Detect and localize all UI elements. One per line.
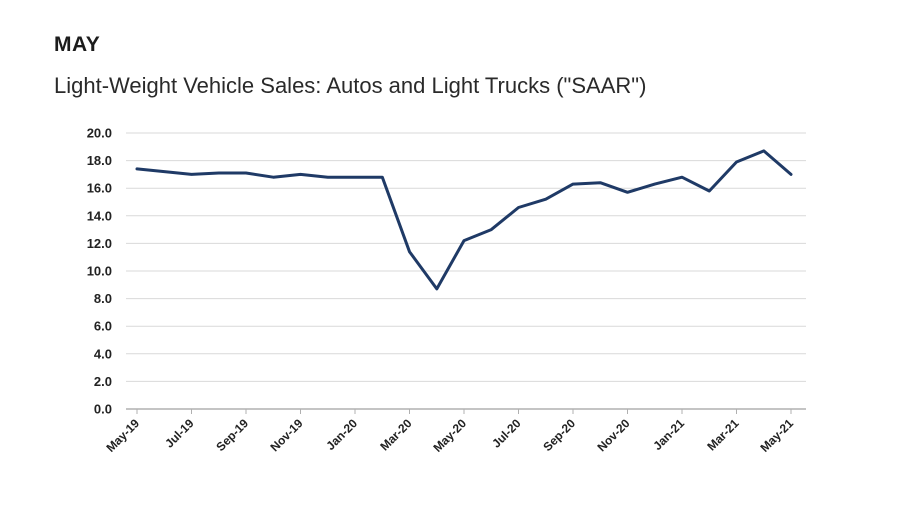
x-tick-label: May-19 (103, 416, 142, 455)
y-tick-label: 8.0 (94, 291, 112, 306)
gridlines (126, 132, 806, 382)
x-tick-label: May-21 (757, 416, 796, 455)
y-tick-label: 20.0 (87, 126, 112, 141)
x-tick-label: Jul-20 (489, 416, 524, 451)
y-tick-label: 2.0 (94, 374, 112, 389)
y-tick-label: 4.0 (94, 346, 112, 361)
x-tick-label: Sep-20 (540, 416, 578, 454)
chart-title: Light-Weight Vehicle Sales: Autos and Li… (54, 73, 647, 98)
y-tick-label: 16.0 (87, 181, 112, 196)
x-tick-label: Nov-20 (594, 416, 632, 454)
x-tick-label: May-20 (430, 416, 469, 455)
series-line (135, 149, 793, 291)
x-axis-ticks: May-19 Jul-19 Sep-19 Nov-19 Jan-20 Mar-20 May-… (103, 409, 796, 455)
y-tick-label: 6.0 (94, 319, 112, 334)
y-tick-label: 18.0 (87, 153, 112, 168)
chart-kicker: MAY (54, 33, 101, 56)
x-tick-label: Mar-21 (704, 416, 741, 453)
y-tick-label: 0.0 (94, 402, 112, 417)
x-tick-label: Sep-19 (213, 416, 251, 454)
x-tick-label: Mar-20 (377, 416, 414, 453)
x-tick-label: Jul-19 (162, 416, 197, 451)
y-tick-label: 10.0 (87, 264, 112, 279)
x-tick-label: Jan-21 (650, 416, 687, 453)
y-axis-ticks: 0.0 2.0 4.0 6.0 8.0 10.0 12.0 14.0 16.0 18.0 20.0 (87, 126, 112, 417)
y-tick-label: 12.0 (87, 236, 112, 251)
y-tick-label: 14.0 (87, 208, 112, 223)
x-tick-label: Nov-19 (267, 416, 305, 454)
x-tick-label: Jan-20 (323, 416, 360, 453)
